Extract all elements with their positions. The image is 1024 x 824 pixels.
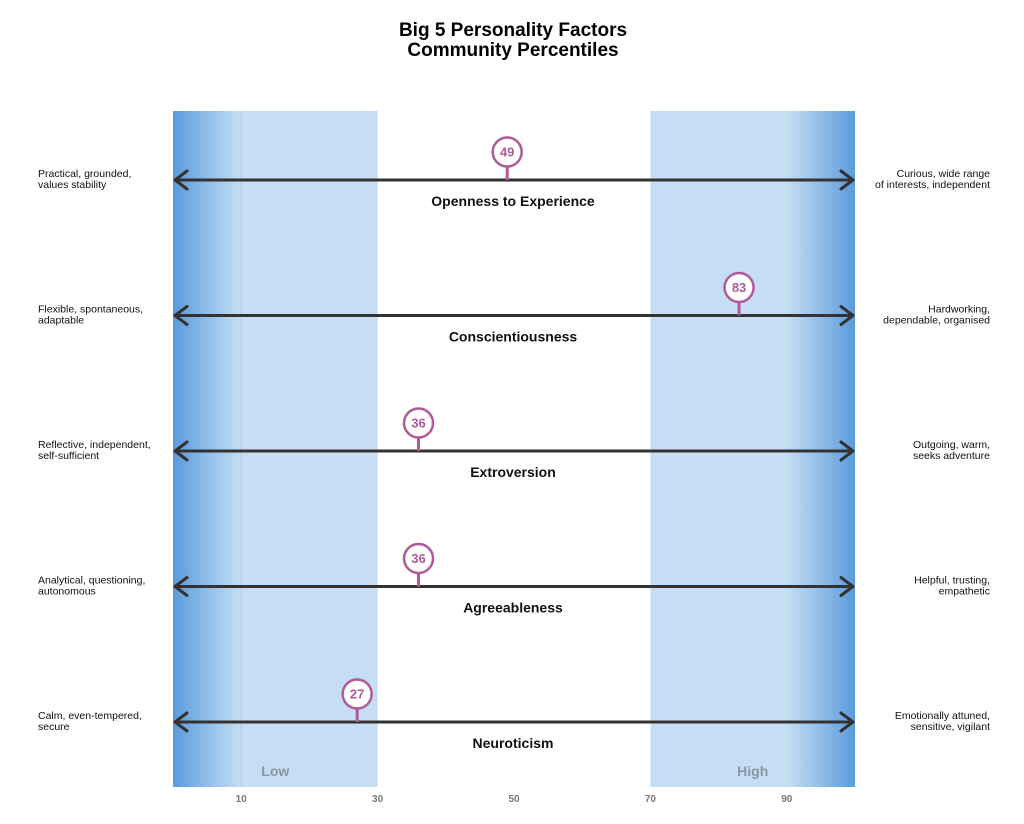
arrowhead-right-icon xyxy=(839,576,855,597)
arrowhead-right-icon xyxy=(839,305,855,326)
factor-name: Conscientiousness xyxy=(449,329,578,345)
factor-rows: Openness to Experience Practical, grounde… xyxy=(38,136,991,751)
marker-pin-icon xyxy=(341,678,373,710)
low-descriptor: secure xyxy=(38,721,70,733)
factor-row-neuroticism: Neuroticism Calm, even-tempered,secure Emo… xyxy=(38,678,990,751)
band-edge-gradient-left xyxy=(173,111,241,787)
marker-pin-icon xyxy=(402,407,435,439)
factor-row-extroversion: Extroversion Reflective, independent,self… xyxy=(38,407,990,480)
low-descriptor: Calm, even-tempered, xyxy=(38,710,142,722)
factor-name: Extroversion xyxy=(470,464,556,480)
low-descriptor: Reflective, independent, xyxy=(38,439,151,451)
factor-row-agreeableness: Agreeableness Analytical, questioning,aut… xyxy=(38,542,990,616)
high-descriptor: Hardworking, xyxy=(928,304,990,316)
arrowhead-left-icon xyxy=(173,440,189,462)
arrowhead-right-icon xyxy=(839,440,855,462)
low-descriptor: autonomous xyxy=(38,586,96,598)
x-tick-label: 10 xyxy=(236,794,248,805)
x-tick-label: 30 xyxy=(372,794,384,805)
band-label-high: High xyxy=(737,763,768,779)
low-descriptor: Analytical, questioning, xyxy=(38,575,145,587)
x-tick-label: 50 xyxy=(508,794,520,805)
low-descriptor: adaptable xyxy=(38,315,84,327)
factor-name: Openness to Experience xyxy=(431,193,595,209)
high-descriptor: sensitive, vigilant xyxy=(911,721,990,733)
low-descriptor: Flexible, spontaneous, xyxy=(38,304,143,316)
high-descriptor: of interests, independent xyxy=(875,179,990,191)
marker-value: 49 xyxy=(500,145,514,160)
arrowhead-left-icon xyxy=(173,169,189,191)
factor-name: Neuroticism xyxy=(473,735,554,751)
band-edge-gradient-right xyxy=(787,111,855,787)
factor-row-conscientiousness: Conscientiousness Flexible, spontaneous,a… xyxy=(38,271,990,345)
chart-title-line-1: Big 5 Personality Factors xyxy=(399,20,627,41)
marker-pin-icon xyxy=(723,271,755,304)
high-descriptor: Outgoing, warm, xyxy=(913,439,990,451)
high-descriptor: seeks adventure xyxy=(913,450,990,462)
x-tick-label: 90 xyxy=(781,794,793,805)
low-descriptor: self-sufficient xyxy=(38,450,99,462)
marker-pin-icon xyxy=(491,136,523,168)
band-label-low: Low xyxy=(261,763,289,779)
high-descriptor: dependable, organised xyxy=(883,315,990,327)
high-descriptor: Emotionally attuned, xyxy=(895,710,990,722)
factor-name: Agreeableness xyxy=(463,600,563,616)
low-descriptor: values stability xyxy=(38,179,107,191)
high-descriptor: Helpful, trusting, xyxy=(914,575,990,587)
arrowhead-right-icon xyxy=(839,169,855,191)
marker-value: 27 xyxy=(350,687,364,702)
arrowhead-left-icon xyxy=(173,305,189,326)
marker-value: 36 xyxy=(411,551,425,566)
marker-value: 83 xyxy=(732,280,746,295)
high-descriptor: empathetic xyxy=(939,586,990,598)
x-tick-label: 70 xyxy=(645,794,657,805)
high-descriptor: Curious, wide range xyxy=(897,168,991,180)
chart-title-line-2: Community Percentiles xyxy=(407,40,618,61)
marker-value: 36 xyxy=(411,416,425,431)
arrowhead-left-icon xyxy=(173,711,189,733)
marker-pin-icon xyxy=(402,542,435,575)
arrowhead-right-icon xyxy=(839,711,855,733)
band-layer: Low High xyxy=(173,111,855,787)
x-axis-ticks: 10 30 50 70 90 xyxy=(236,794,793,805)
factor-row-openness-to-experience: Openness to Experience Practical, grounde… xyxy=(38,136,991,209)
low-descriptor: Practical, grounded, xyxy=(38,168,131,180)
arrowhead-left-icon xyxy=(173,576,189,597)
